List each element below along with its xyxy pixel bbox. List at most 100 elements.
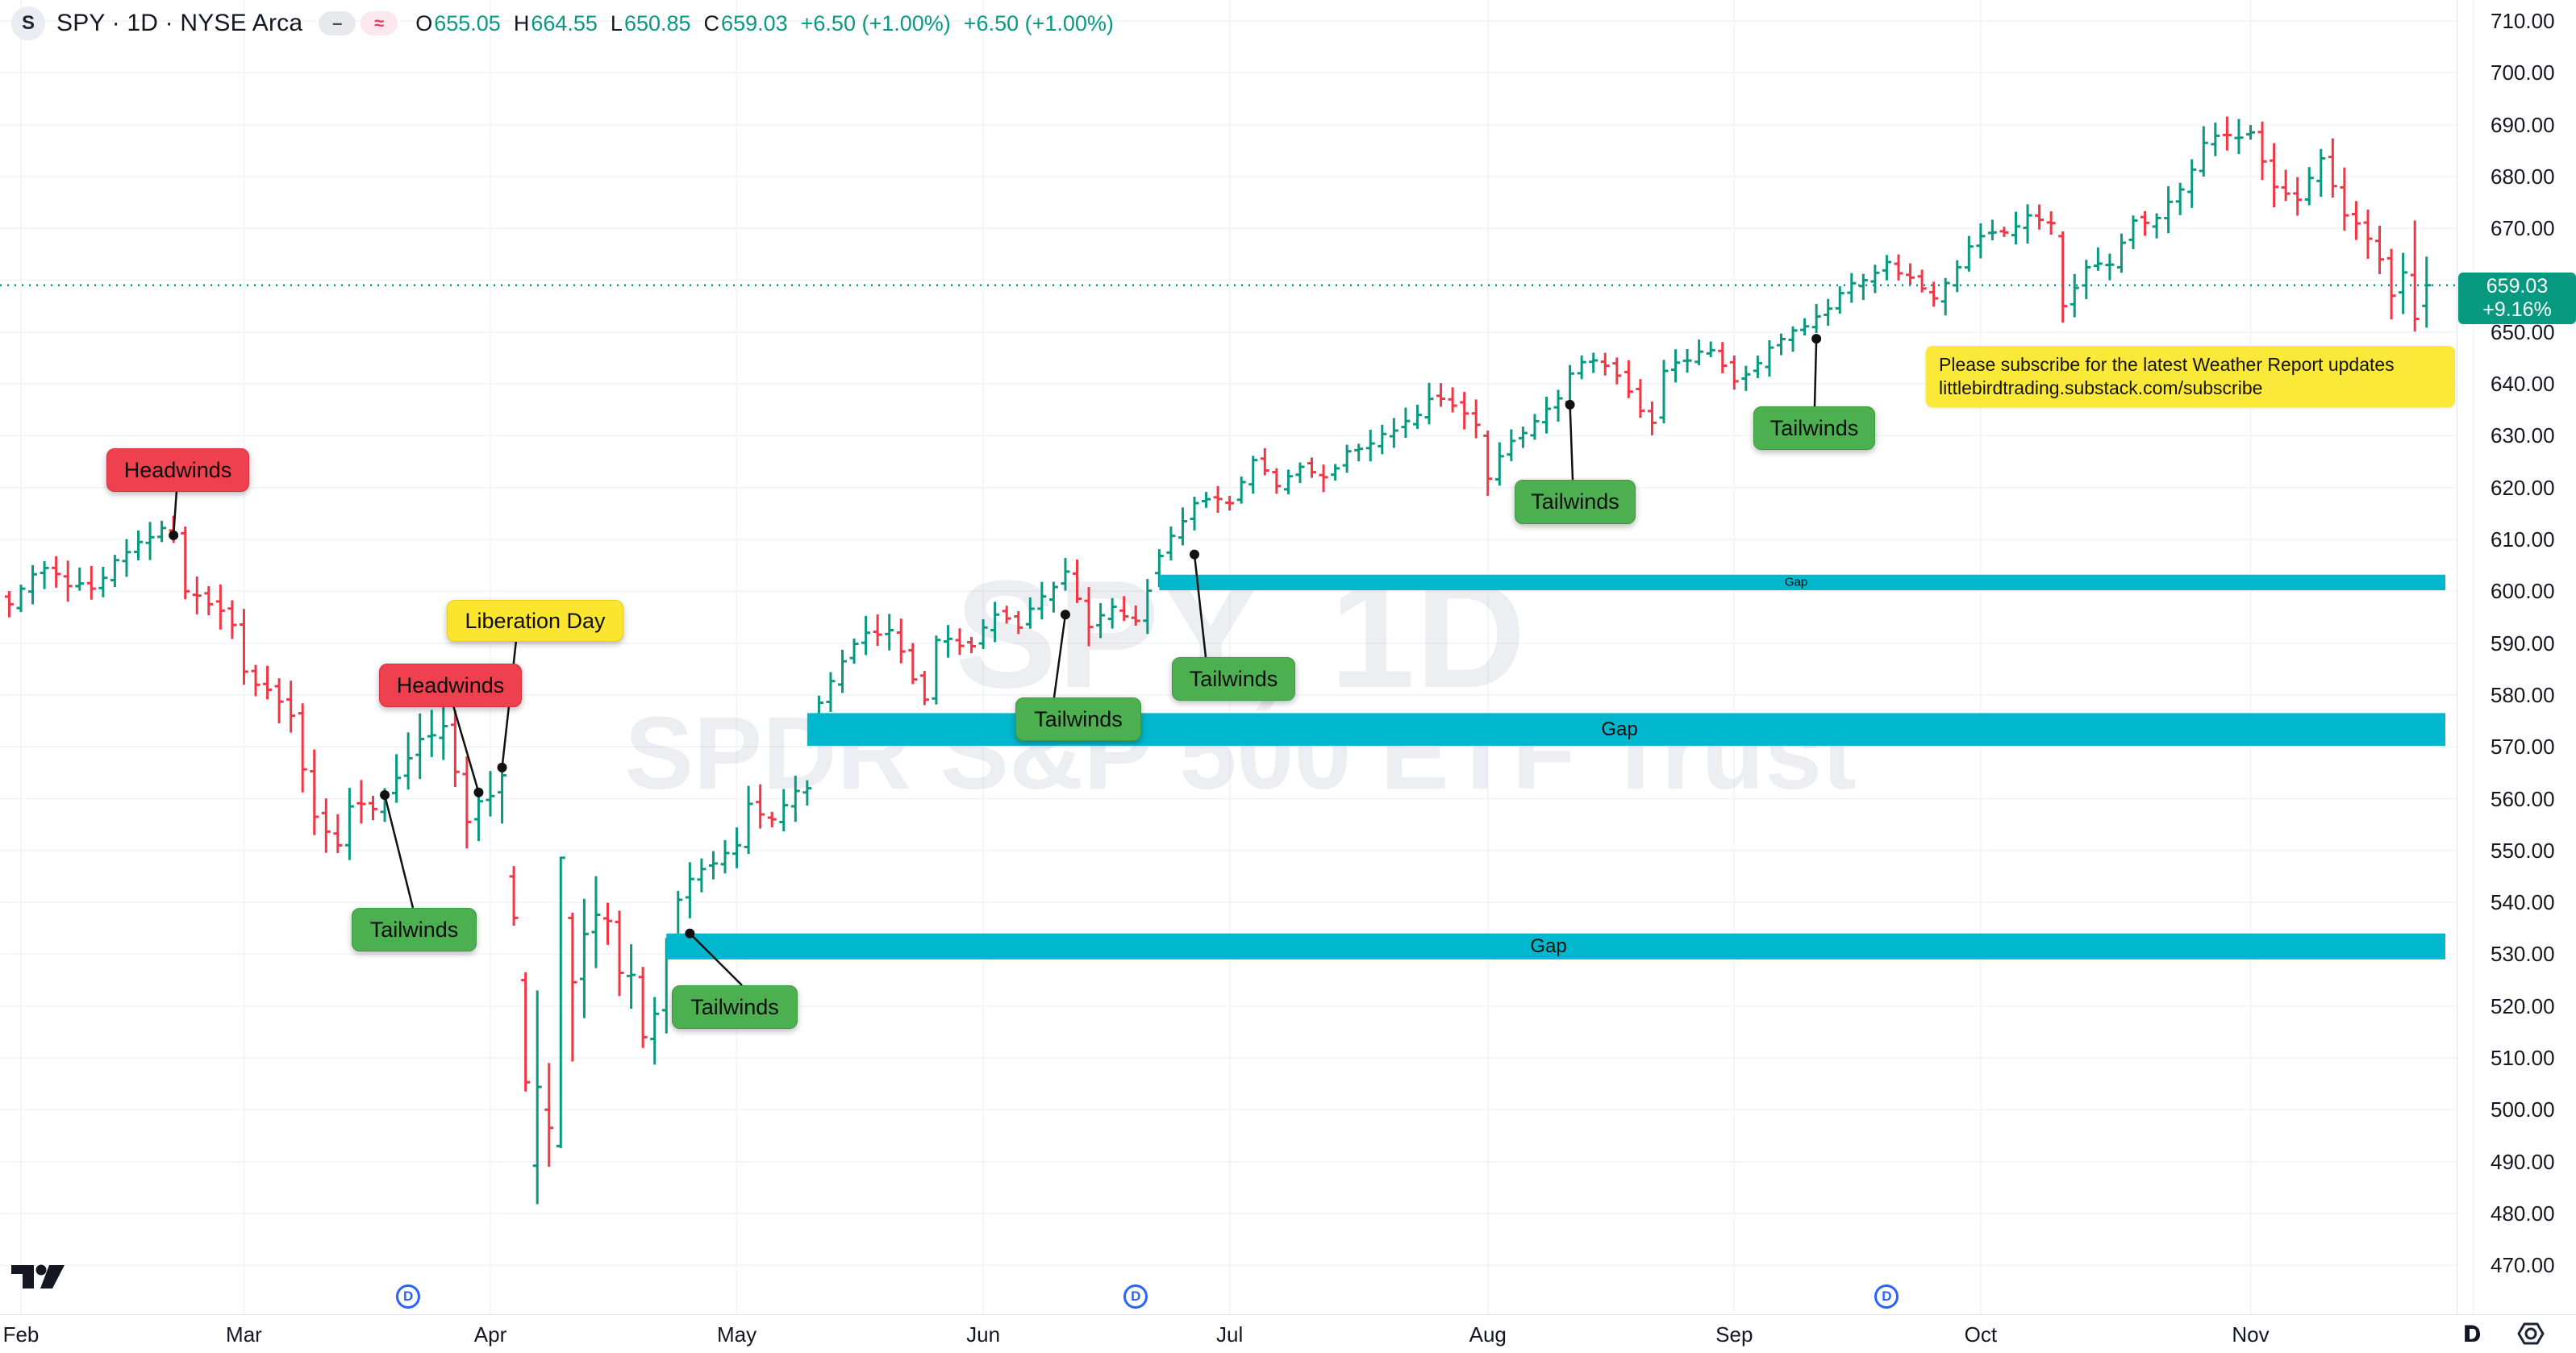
ohlc-bar <box>685 862 694 918</box>
market-closed-icon[interactable]: – <box>319 11 356 35</box>
price-tick-label: 640.00 <box>2491 372 2555 397</box>
ohlc-bar <box>1999 227 2009 237</box>
ohlc-bar <box>227 600 237 639</box>
ohlc-bar <box>215 584 225 630</box>
ohlc-bar <box>415 713 425 780</box>
ohlc-bar <box>556 856 565 1148</box>
annotation-tailwinds-apr[interactable]: Tailwinds <box>672 985 798 1029</box>
ohlc-bar <box>145 522 155 560</box>
price-tick-label: 480.00 <box>2491 1201 2555 1226</box>
annotation-tailwinds-sep[interactable]: Tailwinds <box>1753 406 1875 450</box>
callout-dot <box>1565 399 1575 410</box>
callout-line <box>1569 404 1574 481</box>
ohlc-bar <box>1577 355 1586 380</box>
ohlc-bar <box>838 649 847 693</box>
annotation-tailwinds-aug[interactable]: Tailwinds <box>1515 480 1636 524</box>
ohlc-bar <box>1283 469 1293 495</box>
dividend-badge[interactable]: D <box>396 1284 421 1309</box>
ohlc-bar <box>650 997 660 1065</box>
gap-zone <box>666 933 2445 960</box>
ohlc-bar <box>1940 277 1950 316</box>
ohlc-bar <box>1260 448 1269 476</box>
ohlc-bar <box>1272 468 1282 494</box>
ohlc-bar <box>955 628 965 656</box>
market-status-pills: – ≈ <box>319 11 398 35</box>
ohlc-bar <box>2234 119 2244 155</box>
annotation-headwinds-feb[interactable]: Headwinds <box>106 448 249 492</box>
month-tick-label: Aug <box>1469 1322 1507 1347</box>
ohlc-bar <box>1061 558 1070 591</box>
ohlc-bar <box>615 910 624 997</box>
ohlc-bar <box>2082 260 2091 299</box>
ohlc-bar <box>932 635 941 705</box>
ohlc-bar <box>192 577 202 614</box>
ohlc-bar <box>1448 387 1457 413</box>
ohlc-bar <box>790 776 800 822</box>
ohlc-bar <box>2410 220 2420 332</box>
annotation-tailwinds-jun[interactable]: Tailwinds <box>1015 697 1141 741</box>
ohlc-bar <box>2293 177 2303 216</box>
callout-line <box>1193 554 1207 658</box>
ohlc-bar <box>2152 213 2161 239</box>
axis-settings-gear-icon[interactable] <box>2515 1318 2547 1353</box>
ohlc-bar <box>1025 597 1035 629</box>
ohlc-bar <box>1378 424 1387 455</box>
gap-zone-label[interactable]: Gap <box>1530 935 1567 957</box>
ohlc-bar <box>861 615 871 656</box>
dividend-badge[interactable]: D <box>1123 1284 1148 1309</box>
symbol-logo[interactable]: S <box>11 6 45 40</box>
ohlc-bar <box>732 827 742 868</box>
gap-zone-label[interactable]: Gap <box>1601 718 1638 740</box>
ohlc-bar <box>1788 326 1798 352</box>
subscribe-note-line2[interactable]: littlebirdtrading.substack.com/subscribe <box>1939 377 2263 398</box>
ohlc-bar <box>1073 559 1082 603</box>
price-tick-label: 520.00 <box>2491 993 2555 1018</box>
ohlc-bar <box>1835 286 1844 314</box>
ohlc-bar <box>1190 496 1199 531</box>
ohlc-bar <box>1870 264 1880 293</box>
symbol-title[interactable]: SPY · 1D · NYSE Arca <box>56 10 303 36</box>
ohlc-bar <box>1319 464 1328 493</box>
ohlc-bar <box>568 912 577 1062</box>
ohlc-bar <box>52 556 61 588</box>
last-price-value: 659.03 <box>2486 275 2549 298</box>
month-tick-label: Jul <box>1216 1322 1244 1347</box>
price-tick-label: 590.00 <box>2491 631 2555 656</box>
extended-change-value: +6.50 (+1.00%) <box>963 10 1114 35</box>
dividend-badge[interactable]: D <box>1874 1284 1899 1309</box>
ohlc-bar <box>181 527 190 600</box>
subscribe-note[interactable]: Please subscribe for the latest Weather … <box>1926 346 2455 407</box>
ohlc-bar <box>1953 260 1962 293</box>
annotation-headwinds-mar[interactable]: Headwinds <box>379 664 522 707</box>
subscribe-note-line1: Please subscribe for the latest Weather … <box>1939 354 2395 375</box>
ohlc-bar <box>2246 125 2255 140</box>
time-axis-separator <box>0 1314 2576 1315</box>
ohlc-bar <box>2422 256 2432 328</box>
ohlc-bar <box>1589 352 1599 373</box>
ohlc-bar <box>2386 248 2396 320</box>
ohlc-bar <box>767 811 777 828</box>
month-tick-label: Mar <box>226 1322 262 1347</box>
ohlc-bar <box>2140 210 2150 236</box>
ohlc-bar <box>2164 185 2174 234</box>
ohlc-bar <box>274 678 284 724</box>
ohlc-bar <box>1987 219 1997 240</box>
ohlc-bar <box>2128 215 2138 250</box>
annotation-tailwinds-mar[interactable]: Tailwinds <box>352 908 477 951</box>
open-value: O655.05 <box>415 10 501 35</box>
last-price-label[interactable]: 659.03 +9.16% <box>2458 273 2576 324</box>
interval-label[interactable]: D <box>2463 1321 2481 1347</box>
ohlc-bar <box>75 567 85 591</box>
ohlc-bar <box>439 700 448 760</box>
ohlc-bar <box>1178 507 1187 546</box>
annotation-tailwinds-jul[interactable]: Tailwinds <box>1172 657 1295 701</box>
ohlc-bar <box>98 566 108 597</box>
delayed-data-icon[interactable]: ≈ <box>361 11 398 35</box>
callout-line <box>383 794 415 909</box>
tradingview-logo-icon[interactable] <box>11 1259 65 1297</box>
ohlc-bar <box>1048 581 1058 613</box>
ohlc-bar <box>720 840 730 874</box>
price-tick-label: 570.00 <box>2491 735 2555 760</box>
gap-zone-label[interactable]: Gap <box>1784 575 1808 589</box>
annotation-liberation-day[interactable]: Liberation Day <box>447 600 623 642</box>
